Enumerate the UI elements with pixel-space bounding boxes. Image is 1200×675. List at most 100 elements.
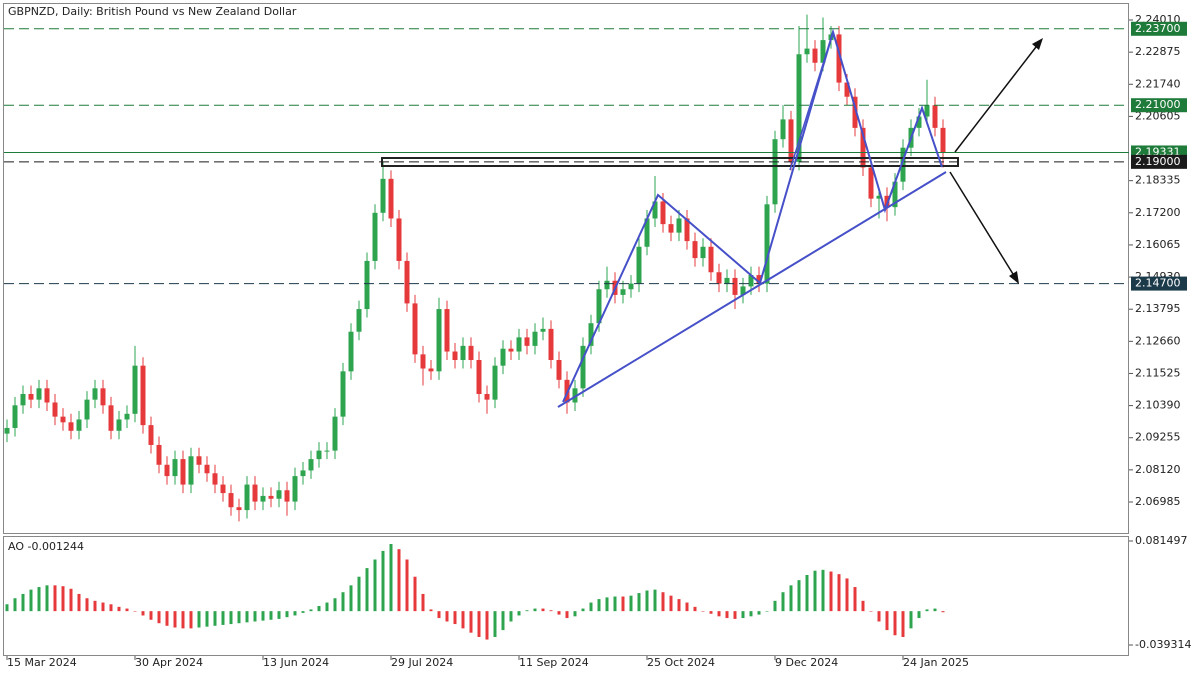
candle-body (28, 393, 34, 400)
ao-bar (77, 593, 81, 612)
candle-body (764, 204, 770, 284)
candle-body (884, 195, 890, 208)
candle-body (572, 388, 578, 403)
candle-body (300, 470, 306, 477)
ao-bar (709, 611, 713, 614)
x-tick-label: 30 Apr 2024 (135, 656, 203, 669)
ao-bar (21, 593, 25, 612)
ao-bar (445, 611, 449, 622)
candle-body (204, 464, 210, 474)
candle-body (820, 40, 826, 63)
level-tag (1131, 98, 1187, 113)
candle-body (36, 388, 42, 400)
candle-body (284, 490, 290, 502)
ao-bar (853, 587, 857, 612)
candle-body (244, 484, 250, 511)
y-tick-label: 2.11525 (1135, 366, 1181, 379)
candle-body (932, 105, 938, 128)
ao-bar (277, 611, 281, 619)
ao-bar (397, 549, 401, 612)
ao-bar (157, 611, 161, 624)
ao-bar (93, 600, 97, 612)
candle-body (20, 393, 26, 406)
ao-bar (477, 611, 481, 637)
level-tag (1131, 276, 1187, 291)
ao-bar (301, 611, 305, 613)
ao-bar (917, 611, 921, 619)
ao-bar (245, 611, 249, 623)
candle-body (76, 419, 82, 431)
ao-bar (293, 611, 297, 616)
ao-bar (509, 611, 513, 622)
candle-body (628, 283, 634, 290)
ao-bar (109, 604, 113, 612)
ao-bar (173, 611, 177, 628)
ao-bar (933, 608, 937, 612)
candle-body (660, 201, 666, 225)
ao-bar (149, 611, 153, 620)
candle-body (788, 119, 794, 162)
candle-body (60, 416, 66, 423)
candle-body (876, 195, 882, 199)
y-tick-label: 2.20605 (1135, 109, 1181, 122)
ao-bar (405, 559, 409, 612)
ao-bar (653, 589, 657, 612)
ao-bar (141, 611, 145, 616)
candle-body (804, 48, 810, 55)
candle-body (148, 425, 154, 445)
candle-body (268, 495, 274, 499)
x-tick-label: 24 Jan 2025 (903, 656, 969, 669)
ao-bar (285, 611, 289, 618)
candle-body (428, 368, 434, 372)
candle-body (692, 241, 698, 259)
ao-bar (693, 606, 697, 612)
level-label: 2.19000 (1135, 155, 1181, 168)
candle-body (444, 309, 450, 352)
ao-bar (389, 544, 393, 612)
ao-bar (333, 598, 337, 612)
y-tick-label: 2.13795 (1135, 302, 1181, 315)
price-panel (3, 3, 1129, 534)
candle-body (4, 427, 10, 434)
ao-bar (117, 606, 121, 612)
x-tick-label: 11 Sep 2024 (519, 656, 589, 669)
candle-body (780, 119, 786, 140)
ao-bar (845, 578, 849, 612)
ao-bar (813, 570, 817, 612)
ao-bar (741, 611, 745, 619)
y-tick-label: 2.18335 (1135, 174, 1181, 187)
ao-bar (341, 592, 345, 612)
ao-bar (781, 592, 785, 612)
y-tick-label: 2.08120 (1135, 463, 1181, 476)
candle-body (636, 246, 642, 284)
ao-bar (485, 611, 489, 640)
ao-bar (5, 604, 9, 612)
ao-bar (557, 611, 561, 615)
x-tick-label: 29 Jul 2024 (391, 656, 453, 669)
candle-body (84, 399, 90, 420)
ao-bar (701, 611, 705, 612)
candle-body (924, 105, 930, 117)
ao-bar (517, 611, 521, 616)
candle-body (796, 54, 802, 162)
ao-bar (725, 611, 729, 619)
ao-bar (565, 611, 569, 619)
candle-body (180, 459, 186, 485)
ao-bar (317, 605, 321, 612)
candle-body (740, 286, 746, 295)
ao-bar (877, 611, 881, 622)
ao-bar (453, 611, 457, 625)
x-tick-label: 13 Jun 2024 (263, 656, 329, 669)
candle-body (292, 476, 298, 502)
ao-bar (125, 608, 129, 612)
zone-box (381, 157, 959, 167)
ao-bar (237, 611, 241, 624)
candle-body (868, 167, 874, 199)
candle-body (380, 178, 386, 213)
ao-bar (941, 611, 945, 613)
ao-bar (909, 611, 913, 629)
candle-body (396, 218, 402, 261)
candle-body (476, 360, 482, 394)
ao-bar (349, 585, 353, 612)
